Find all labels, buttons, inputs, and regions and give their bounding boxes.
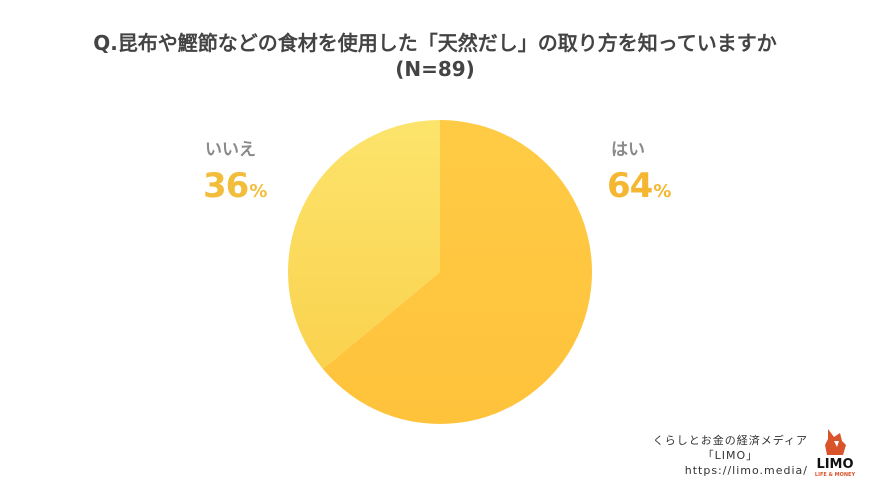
slice-label-no: いいえ (205, 140, 256, 160)
pie-slices (287, 120, 592, 424)
slice-percent-no-unit: % (249, 181, 267, 202)
slice-percent-yes-value: 64 (607, 166, 653, 206)
fox-icon (825, 429, 846, 455)
credit-url[interactable]: https://limo.media/ (684, 464, 808, 477)
source-credit: くらしとお金の経済メディア 「LIMO」 https://limo.media/ (653, 433, 808, 478)
pie-slice-no (287, 120, 440, 369)
slice-percent-no: 36% (203, 166, 267, 206)
limo-logo[interactable]: LIMO LIFE & MONEY (812, 427, 858, 479)
chart-title-line-2: (N=89) (395, 57, 475, 81)
credit-brand: 「LIMO」 (702, 449, 759, 462)
slice-percent-no-value: 36 (203, 166, 249, 206)
slice-percent-yes-unit: % (653, 181, 671, 202)
logo-text: LIMO (816, 457, 854, 472)
logo-subtext: LIFE & MONEY (814, 472, 856, 478)
chart-title: Q.昆布や鰹節などの食材を使用した「天然だし」の取り方を知っていますか (N=8… (0, 30, 870, 82)
pie-slice-yes (322, 120, 592, 424)
slice-label-yes: はい (611, 140, 645, 160)
credit-tagline: くらしとお金の経済メディア (652, 434, 808, 447)
chart-title-line-1: Q.昆布や鰹節などの食材を使用した「天然だし」の取り方を知っていますか (93, 31, 777, 55)
slice-percent-yes: 64% (607, 166, 671, 206)
